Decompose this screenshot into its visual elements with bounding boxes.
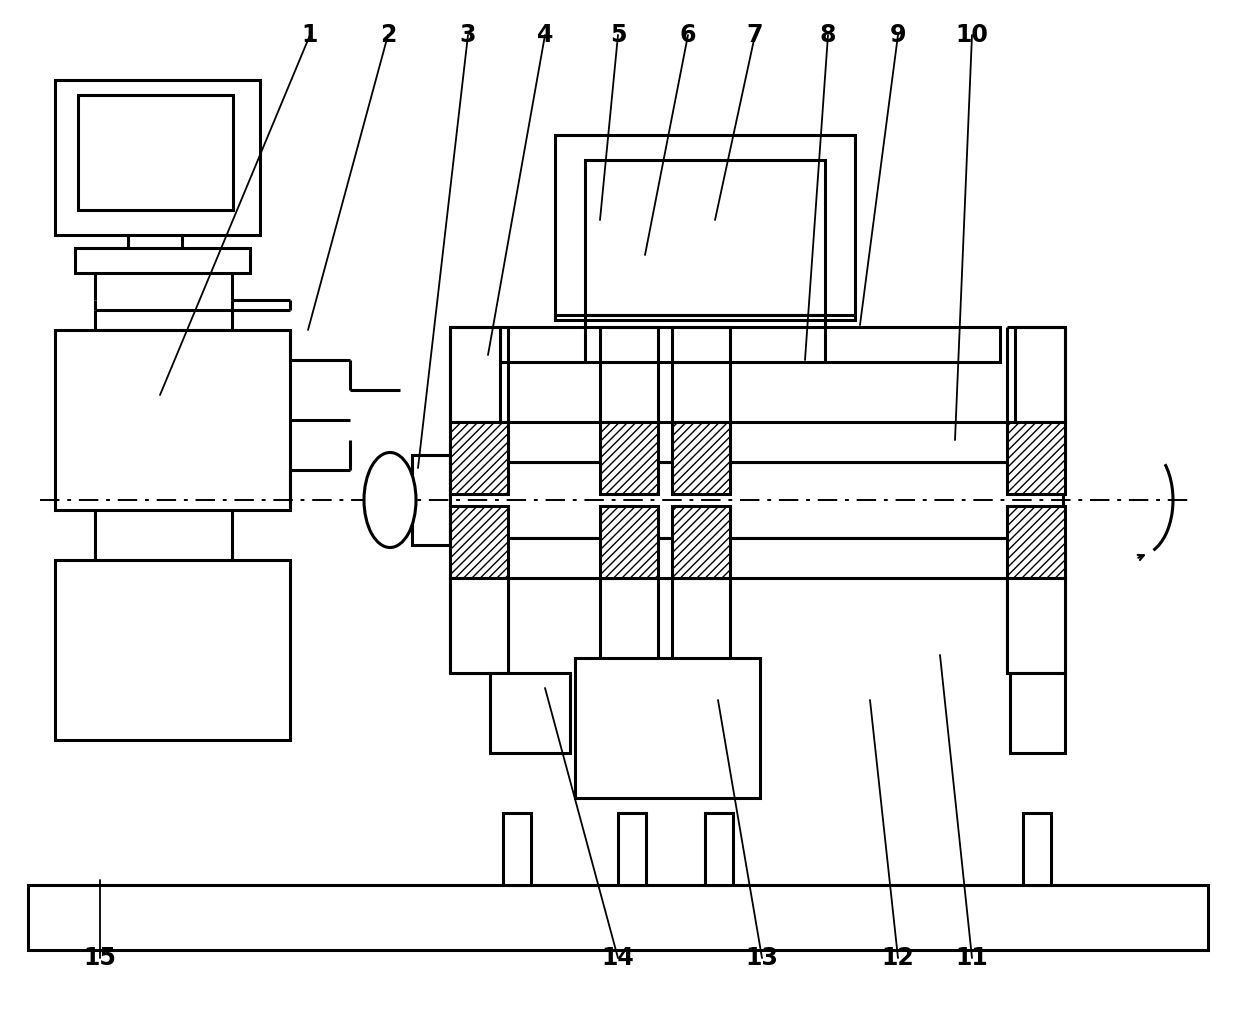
Bar — [680, 673, 735, 768]
Text: 8: 8 — [820, 23, 836, 47]
Text: 9: 9 — [890, 23, 906, 47]
Bar — [490, 673, 570, 753]
Text: 4: 4 — [537, 23, 553, 47]
Bar — [672, 506, 730, 578]
Bar — [450, 578, 508, 673]
Bar — [55, 560, 290, 740]
Bar — [450, 538, 1065, 578]
Bar — [600, 422, 658, 494]
Text: 12: 12 — [882, 946, 914, 970]
Bar — [500, 327, 999, 362]
Text: 3: 3 — [460, 23, 476, 47]
Bar — [1007, 506, 1065, 578]
Text: 7: 7 — [746, 23, 764, 47]
Text: 6: 6 — [680, 23, 696, 47]
Text: 2: 2 — [379, 23, 397, 47]
Bar — [1011, 673, 1065, 753]
Bar — [29, 885, 1208, 950]
Bar — [1007, 578, 1065, 673]
Text: 5: 5 — [610, 23, 626, 47]
Bar — [412, 455, 450, 545]
Text: 13: 13 — [745, 946, 779, 970]
Text: 11: 11 — [956, 946, 988, 970]
Bar — [1007, 422, 1065, 494]
Text: 14: 14 — [601, 946, 635, 970]
Bar — [450, 422, 1065, 462]
Bar — [575, 658, 760, 798]
Text: 10: 10 — [956, 23, 988, 47]
Bar — [503, 813, 531, 885]
Bar — [450, 327, 500, 422]
Bar — [74, 248, 250, 273]
Bar — [450, 422, 508, 494]
Bar — [556, 135, 856, 320]
Bar — [78, 95, 233, 210]
Bar — [585, 160, 825, 315]
Bar — [450, 506, 508, 578]
Bar — [55, 330, 290, 510]
Bar — [618, 813, 646, 885]
Bar — [600, 506, 658, 578]
Bar — [1023, 813, 1052, 885]
Bar — [706, 813, 733, 885]
Bar — [1016, 327, 1065, 422]
Bar — [672, 422, 730, 494]
Text: 15: 15 — [83, 946, 117, 970]
Bar — [55, 80, 260, 235]
Bar — [600, 673, 655, 768]
Bar — [450, 462, 1063, 538]
Ellipse shape — [365, 452, 415, 548]
Text: 1: 1 — [301, 23, 319, 47]
